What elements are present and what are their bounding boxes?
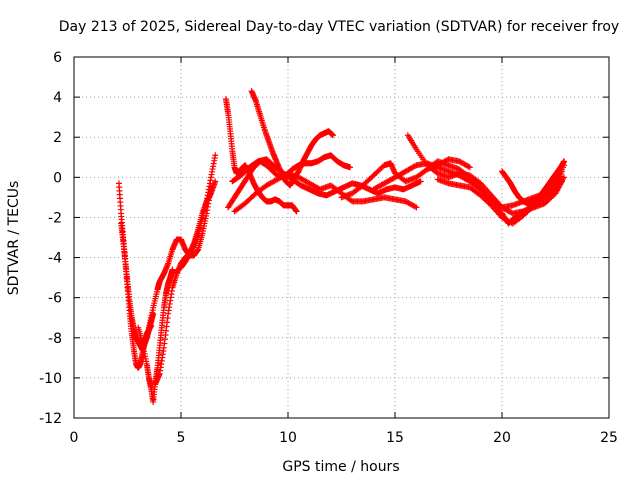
data-point <box>561 174 568 181</box>
y-tick-label: 6 <box>53 50 62 66</box>
y-tick-label: 0 <box>53 170 62 186</box>
data-point <box>329 132 336 139</box>
x-tick-label: 25 <box>600 430 618 446</box>
series-arc-10 <box>229 156 424 199</box>
data-point <box>417 178 424 185</box>
data-point <box>412 163 419 170</box>
series-arc-5 <box>152 152 219 387</box>
y-tick-label: 4 <box>53 90 62 106</box>
x-tick-label: 15 <box>386 430 404 446</box>
y-tick-label: -12 <box>39 411 62 427</box>
data-point <box>466 164 473 171</box>
data-point <box>413 204 420 211</box>
data-point <box>212 178 219 185</box>
series-arc-16 <box>434 168 565 227</box>
data-point <box>412 203 419 210</box>
series-arc-6 <box>178 178 219 271</box>
series-arc-1 <box>115 180 155 371</box>
data-point <box>347 164 354 171</box>
data-point <box>486 201 493 208</box>
data-point <box>465 163 472 170</box>
grid <box>74 57 609 418</box>
x-tick-label: 5 <box>177 430 186 446</box>
y-tick-label: -10 <box>39 371 62 387</box>
data-point <box>293 208 300 215</box>
y-tick-label: -6 <box>48 291 62 307</box>
series-arc-17 <box>499 158 568 207</box>
data-points <box>115 88 568 405</box>
data-point <box>212 152 219 159</box>
x-axis-label: GPS time / hours <box>282 459 399 475</box>
axis-ticks: 0 5 10 15 20 25 -12 -10 -8 -6 -4 -2 0 2 4 6 <box>39 50 618 446</box>
x-tick-label: 0 <box>70 430 79 446</box>
y-axis-label: SDTVAR / TECUs <box>6 181 22 296</box>
y-tick-label: -4 <box>48 251 62 267</box>
x-tick-label: 20 <box>493 430 511 446</box>
data-point <box>169 266 176 273</box>
data-point <box>561 158 568 165</box>
data-point <box>347 197 354 204</box>
plot-frame <box>73 56 610 419</box>
y-tick-label: -8 <box>48 331 62 347</box>
series-arc-11 <box>231 170 420 215</box>
y-tick-label: 2 <box>53 130 62 146</box>
y-tick-label: -2 <box>48 210 62 226</box>
chart-title: Day 213 of 2025, Sidereal Day-to-day VTE… <box>59 19 619 35</box>
x-tick-label: 10 <box>279 430 297 446</box>
series-arc-2 <box>118 220 157 353</box>
